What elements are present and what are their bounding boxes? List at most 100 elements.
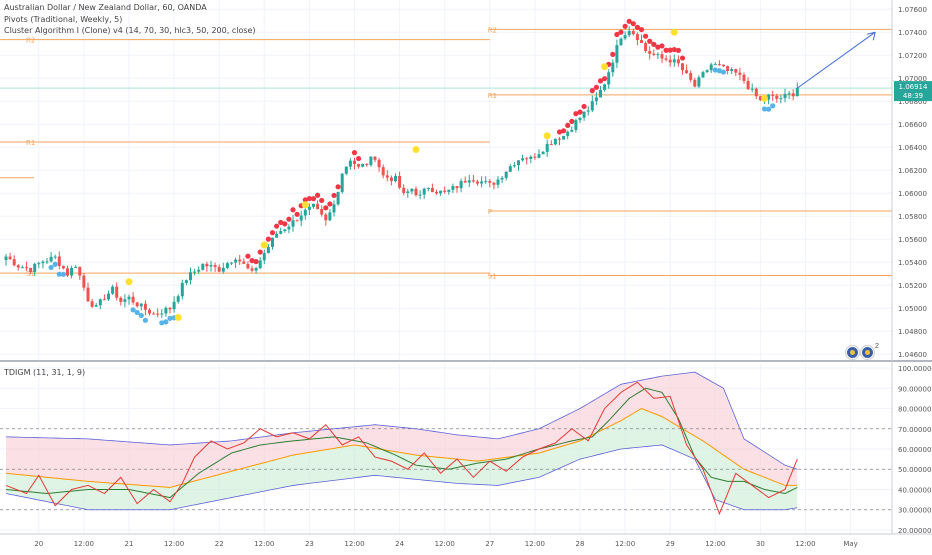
cluster-dot-overbought xyxy=(245,253,251,259)
candle-body xyxy=(418,194,422,196)
cluster-dot-signal xyxy=(543,132,551,140)
cluster-dot-overbought xyxy=(269,230,276,236)
pivots-legend[interactable]: Pivots (Traditional, Weekly, 5) xyxy=(4,15,123,24)
candle-body xyxy=(70,267,74,276)
candle-body xyxy=(644,43,648,52)
cluster-dot-oversold xyxy=(716,68,723,74)
projection-arrow[interactable] xyxy=(797,31,876,89)
cluster-dot-overbought xyxy=(626,18,632,24)
cluster-dot-overbought xyxy=(671,46,677,53)
flag-icon[interactable] xyxy=(861,346,874,359)
cluster-dot-overbought xyxy=(278,219,284,226)
cluster-dot-overbought xyxy=(614,31,620,38)
time-tick-label: 27 xyxy=(485,540,494,548)
tdi-lower-band-line xyxy=(5,444,798,511)
cluster-dot-overbought xyxy=(556,129,563,135)
prev-pivot-label: R1 xyxy=(26,139,35,147)
candle-body xyxy=(213,265,217,267)
candle-body xyxy=(750,88,754,90)
price-tick-label: 1.05400 xyxy=(898,259,927,267)
time-tick-label: 21 xyxy=(125,540,134,548)
candle-body xyxy=(426,187,430,189)
candle-body xyxy=(389,177,393,182)
time-axis[interactable]: 20 12:00 21 12:00 22 12:00 23 12:00 24 12:00 27 12:… xyxy=(34,540,858,548)
tdi-legend[interactable]: TDIGM (11, 31, 1, 9) xyxy=(4,368,86,377)
candle-body xyxy=(451,186,455,190)
candle-body xyxy=(590,101,594,111)
candle-body xyxy=(783,93,787,99)
candle-body xyxy=(652,53,656,55)
price-tick-label: 1.04800 xyxy=(898,328,927,336)
flag-icon[interactable] xyxy=(846,346,859,359)
candle-body xyxy=(611,62,615,73)
cluster-dot-oversold xyxy=(159,320,165,326)
candle-body xyxy=(570,129,574,132)
candle-body xyxy=(107,293,110,300)
cluster-dot-oversold xyxy=(130,307,136,313)
candle-body xyxy=(205,263,209,267)
candle-body xyxy=(627,30,631,36)
pivot-label: R2 xyxy=(488,26,497,34)
tdi-pane xyxy=(0,371,892,516)
cluster-dot-overbought xyxy=(282,221,288,227)
price-tick-label: 1.07400 xyxy=(898,29,927,37)
event-badges[interactable]: 2 xyxy=(846,343,879,359)
candle-body xyxy=(377,159,381,168)
candle-body xyxy=(414,188,418,196)
candle-body xyxy=(385,175,389,178)
candle-body xyxy=(562,135,566,140)
candle-body xyxy=(697,77,701,87)
symbol-legend[interactable]: Australian Dollar / New Zealand Dollar, … xyxy=(4,3,207,12)
candle-body xyxy=(357,164,361,167)
candle-body xyxy=(189,272,192,281)
candle-body xyxy=(521,158,525,161)
cluster-dot-oversold xyxy=(142,317,148,323)
cluster-dot-overbought xyxy=(249,258,255,264)
candle-body xyxy=(447,189,451,192)
candle-body xyxy=(94,305,98,307)
candle-body xyxy=(402,187,406,193)
time-tick-label: 24 xyxy=(395,540,404,548)
cluster-dot-overbought xyxy=(581,103,587,110)
price-tick-label: 1.05200 xyxy=(898,282,927,290)
cluster-dot-overbought xyxy=(667,47,673,53)
time-tick-label: 22 xyxy=(215,540,224,548)
candle-body xyxy=(53,256,57,258)
cluster-dot-overbought xyxy=(634,24,641,30)
cluster-dot-overbought xyxy=(675,47,682,54)
candle-body xyxy=(738,72,742,75)
upper-band-fill xyxy=(6,372,798,488)
candle-body xyxy=(709,64,713,71)
cluster-dot-oversold xyxy=(766,106,772,112)
candle-body xyxy=(4,256,8,261)
candle-body xyxy=(37,263,41,265)
time-tick-label: 12:00 xyxy=(705,540,725,548)
tdi-ma-line xyxy=(5,407,798,488)
candle-body xyxy=(168,307,172,310)
candle-body xyxy=(664,58,668,60)
candle-body xyxy=(533,156,537,158)
candle-body xyxy=(476,181,479,184)
cluster-dot-oversold xyxy=(60,271,66,277)
candle-body xyxy=(78,266,82,276)
candle-body xyxy=(49,256,53,262)
candle-body xyxy=(123,299,127,302)
candle-body xyxy=(156,313,160,315)
price-axis[interactable]: 1.07600 1.07400 1.07200 1.07000 1.06800 1.066… xyxy=(898,6,932,535)
cluster-legend[interactable]: Cluster Algorithm I (Clone) v4 (14, 70, … xyxy=(4,26,256,35)
candle-body xyxy=(668,59,672,63)
candle-body xyxy=(373,156,377,160)
candle-body xyxy=(734,69,738,73)
cluster-dot-overbought xyxy=(306,195,312,202)
candle-body xyxy=(631,30,635,35)
candle-body xyxy=(201,263,205,270)
candle-body xyxy=(33,263,37,273)
candle-body xyxy=(623,35,627,39)
cluster-dot-overbought xyxy=(610,51,616,57)
candle-body xyxy=(303,209,307,216)
price-tick-label: 1.07200 xyxy=(898,52,927,60)
cluster-dot-signal xyxy=(761,94,768,102)
time-tick-label: 28 xyxy=(576,540,585,548)
candle-body xyxy=(463,180,467,183)
